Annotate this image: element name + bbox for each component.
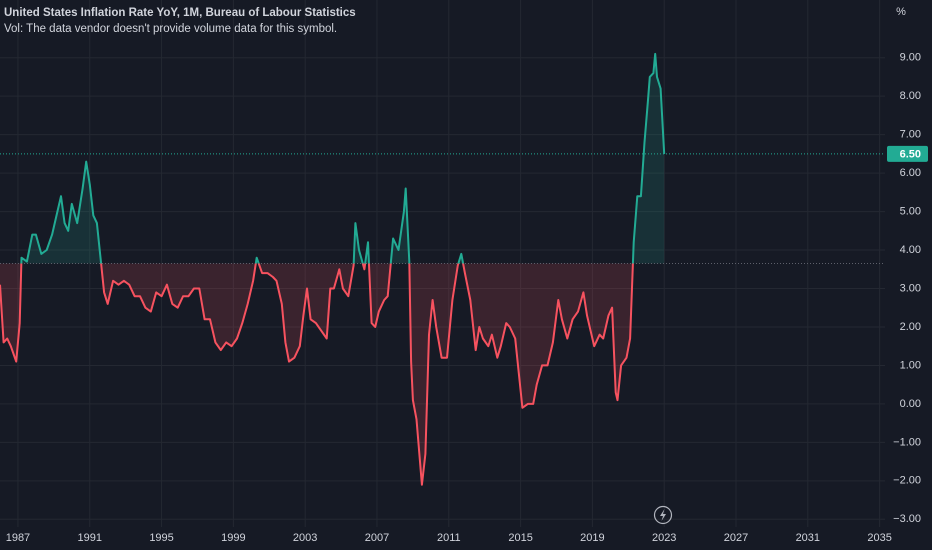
x-tick-label: 1991: [78, 532, 102, 544]
y-tick-label: −3.00: [893, 513, 921, 525]
x-tick-label: 2015: [508, 532, 532, 544]
y-tick-label: 7.00: [900, 129, 921, 141]
last-price-label: 6.50: [900, 148, 921, 160]
y-tick-label: 5.00: [900, 205, 921, 217]
plot-area: [0, 52, 885, 486]
y-tick-label: 0.00: [900, 398, 921, 410]
y-tick-label: 3.00: [900, 282, 921, 294]
lightning-icon[interactable]: [653, 505, 673, 525]
series-line: [0, 52, 666, 486]
y-tick-label: 2.00: [900, 321, 921, 333]
x-tick-label: 2019: [580, 532, 604, 544]
unit-label: %: [896, 6, 906, 18]
y-tick-label: 6.00: [900, 167, 921, 179]
last-price-badge: [887, 145, 928, 162]
x-tick-label: 2011: [437, 532, 461, 544]
x-tick-label: 2027: [724, 532, 748, 544]
baseline-area: [0, 53, 665, 485]
x-tick-label: 1995: [149, 532, 173, 544]
y-tick-label: −2.00: [893, 475, 921, 487]
y-tick-label: 4.00: [900, 244, 921, 256]
y-tick-label: 9.00: [900, 52, 921, 64]
y-tick-label: 1.00: [900, 359, 921, 371]
x-tick-label: 2023: [652, 532, 676, 544]
x-tick-label: 1999: [221, 532, 245, 544]
y-tick-label: −1.00: [893, 436, 921, 448]
y-tick-label: 8.00: [900, 90, 921, 102]
axes: −3.00 −2.00 −1.00 0.00 1.00 2.00 3.00 4.00 5.00 6…: [6, 52, 928, 544]
x-tick-label: 2035: [867, 532, 891, 544]
x-tick-label: 2007: [365, 532, 389, 544]
chart-title: United States Inflation Rate YoY, 1M, Bu…: [4, 7, 356, 19]
x-tick-label: 1987: [6, 532, 30, 544]
x-tick-label: 2003: [293, 532, 317, 544]
x-tick-label: 2031: [796, 532, 820, 544]
chart-subtitle: Vol: The data vendor doesn't provide vol…: [4, 23, 337, 35]
